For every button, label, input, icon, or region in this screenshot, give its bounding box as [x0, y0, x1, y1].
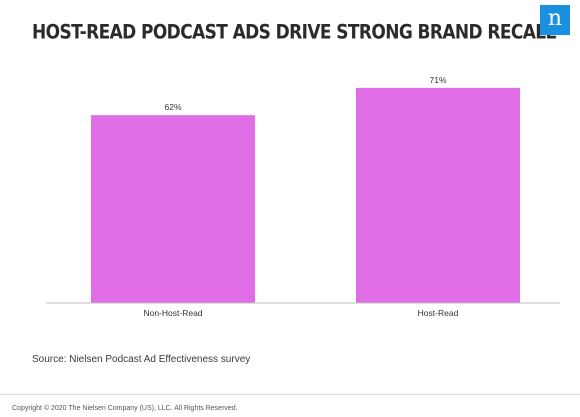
logo-letter: n — [547, 5, 563, 31]
data-label: 71% — [429, 75, 446, 85]
data-label: 62% — [164, 102, 181, 112]
bar-non-host-read — [91, 115, 255, 303]
nielsen-logo-icon: n — [540, 5, 570, 35]
source-note: Source: Nielsen Podcast Ad Effectiveness… — [32, 354, 251, 365]
chart-title: HOST-READ PODCAST ADS DRIVE STRONG BRAND… — [32, 21, 556, 44]
footer-divider — [0, 394, 580, 395]
bars-group — [91, 87, 520, 304]
bar-chart: 62% Non-Host-Read 71% Host-Read — [46, 75, 560, 318]
x-tick-label: Host-Read — [418, 308, 459, 318]
bar-host-read — [356, 87, 520, 304]
labels-group: 62% Non-Host-Read 71% Host-Read — [143, 75, 458, 318]
x-tick-label: Non-Host-Read — [143, 308, 202, 318]
copyright-text: Copyright © 2020 The Nielsen Company (US… — [12, 405, 238, 412]
